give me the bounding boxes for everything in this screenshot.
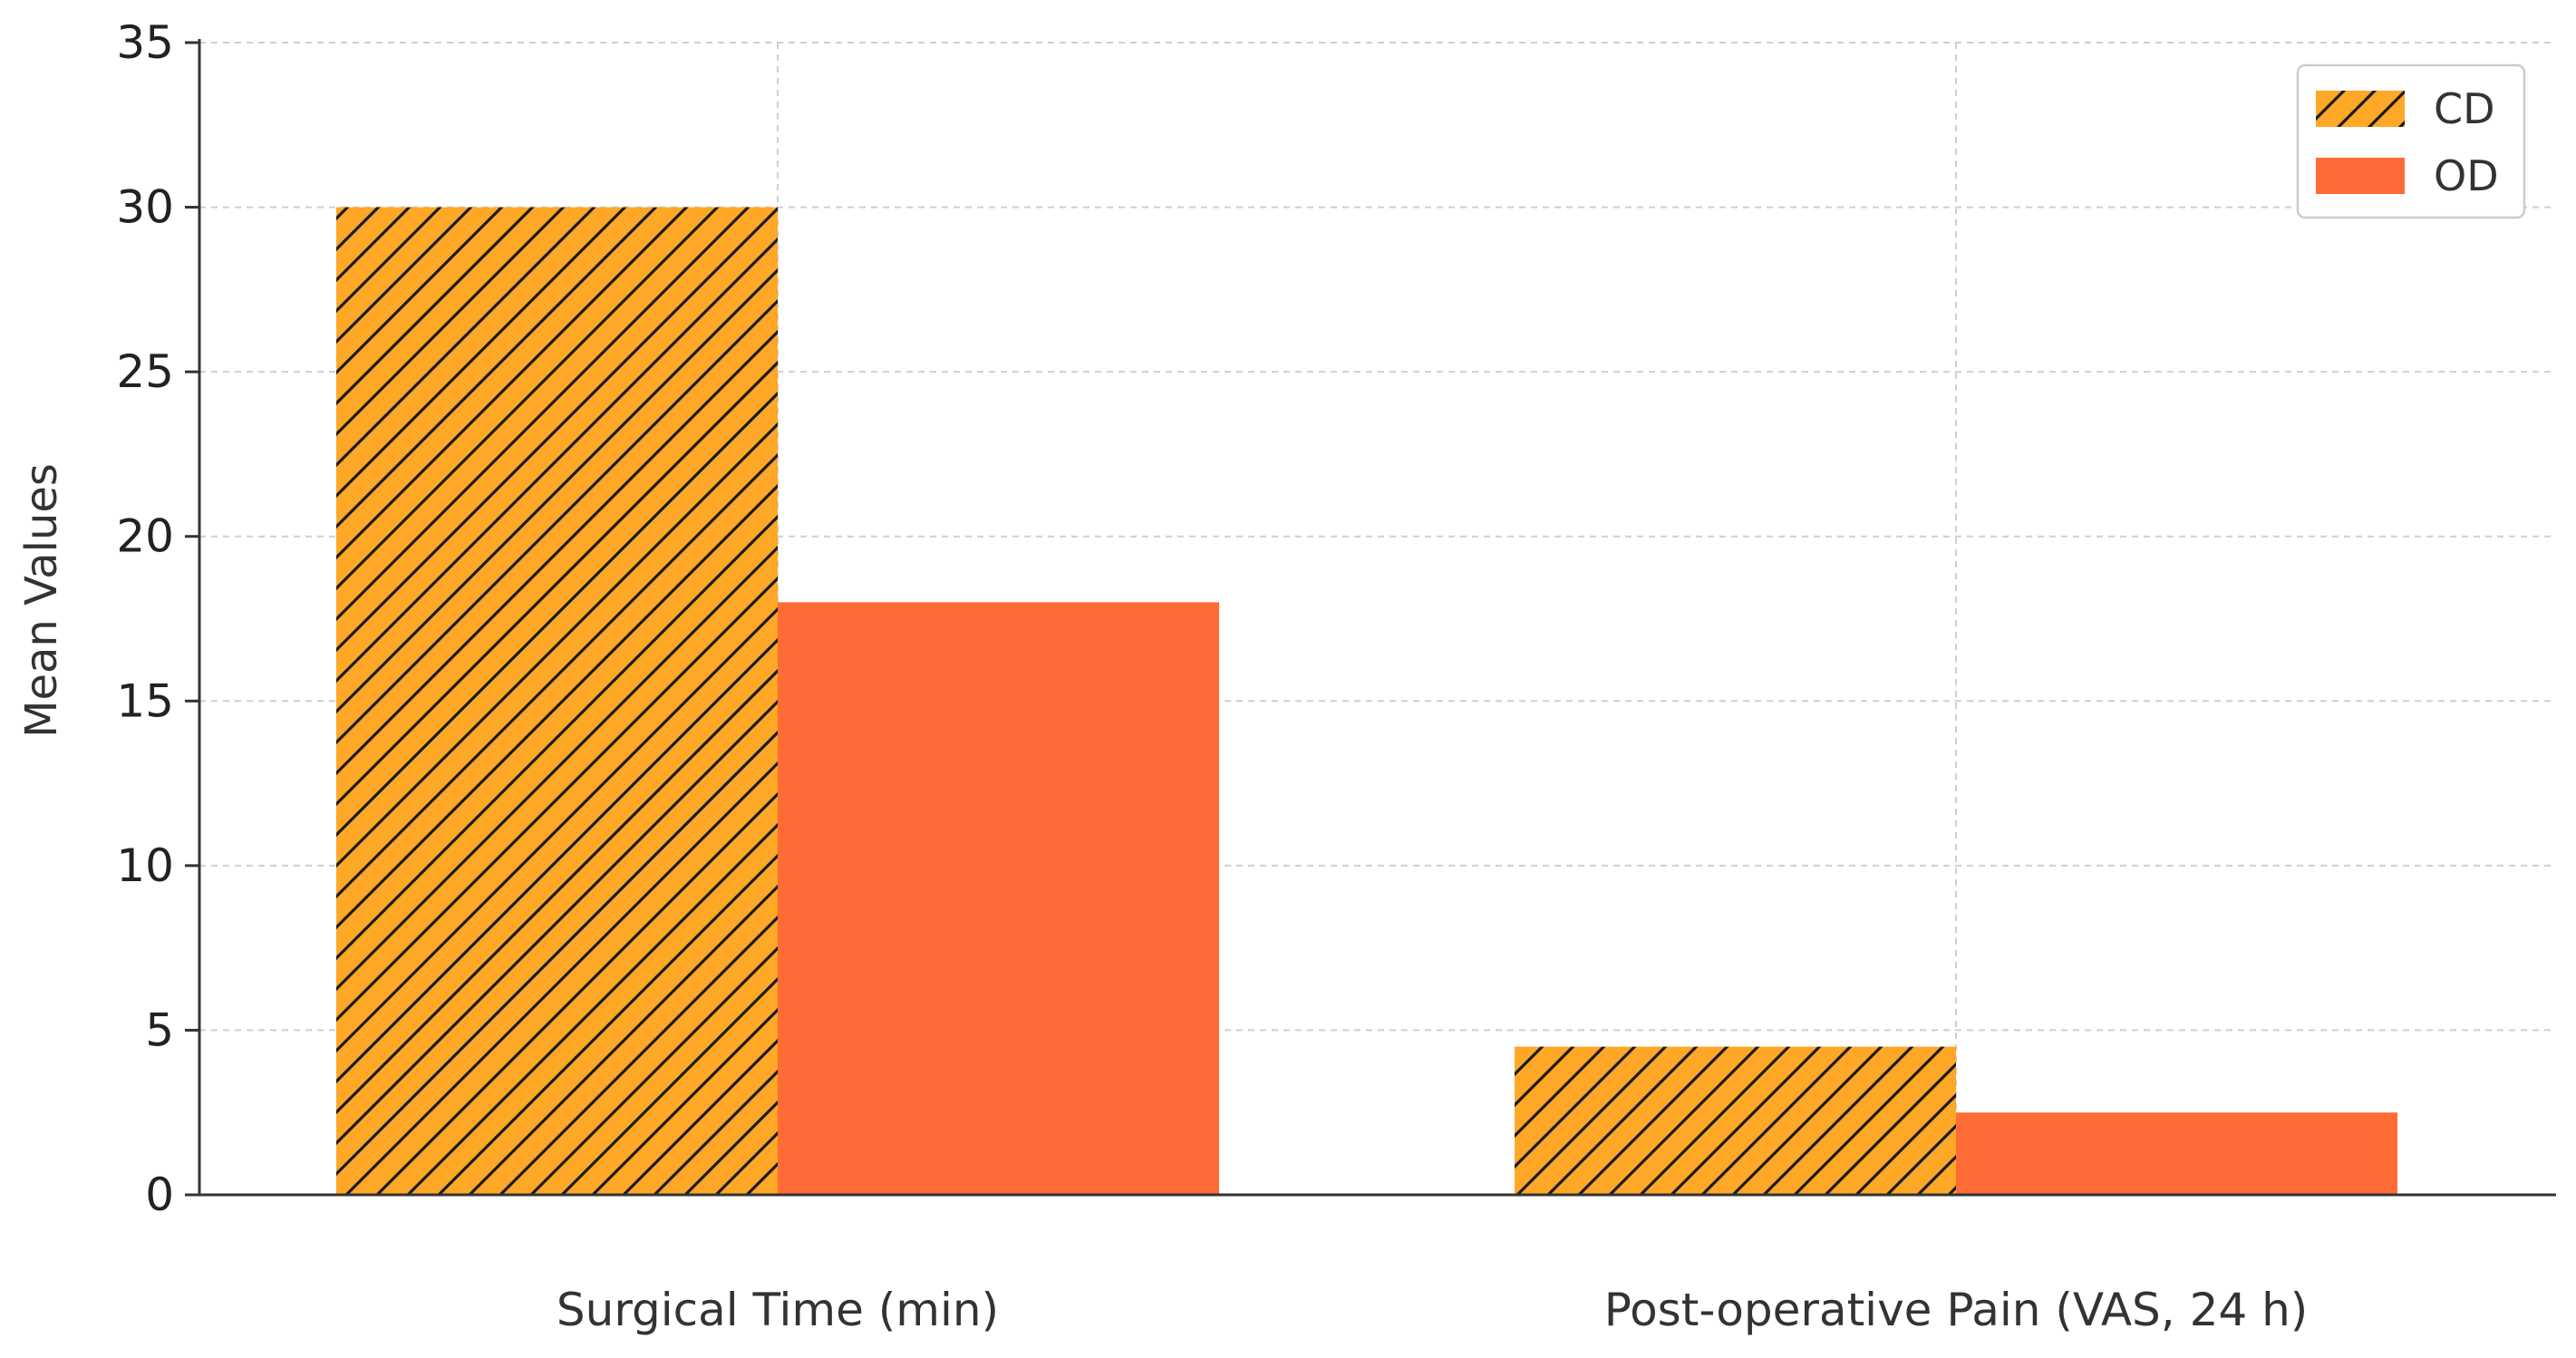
y-tick-label: 35: [116, 16, 174, 69]
bar-cd-1: [1515, 1046, 1956, 1195]
y-tick-label: 0: [145, 1169, 174, 1221]
y-tick-label: 25: [116, 345, 174, 398]
x-category-labels: Surgical Time (min) Post-operative Pain (…: [557, 1284, 2308, 1336]
legend-swatch-od: [2316, 158, 2405, 194]
bar-cd-0: [336, 207, 778, 1196]
x-category-label: Post-operative Pain (VAS, 24 h): [1604, 1284, 2309, 1336]
legend-label-cd: CD: [2434, 84, 2495, 133]
y-tick-label: 15: [116, 674, 174, 727]
x-category-label: Surgical Time (min): [557, 1284, 999, 1336]
bar-od-0: [778, 602, 1219, 1195]
bar-od-1: [1956, 1112, 2397, 1195]
y-tick-label: 30: [116, 181, 174, 234]
y-axis-title: Mean Values: [16, 463, 67, 738]
y-ticks: 0 5 10 15 20 25 30 35: [116, 16, 199, 1221]
axes: [198, 39, 2556, 1197]
legend-label-od: OD: [2434, 151, 2499, 200]
y-tick-label: 20: [116, 510, 174, 563]
legend-swatch-cd: [2316, 91, 2405, 127]
y-tick-label: 5: [145, 1004, 174, 1056]
bars: [336, 207, 2397, 1196]
legend: CD OD: [2296, 63, 2526, 219]
y-tick-label: 10: [116, 839, 174, 892]
